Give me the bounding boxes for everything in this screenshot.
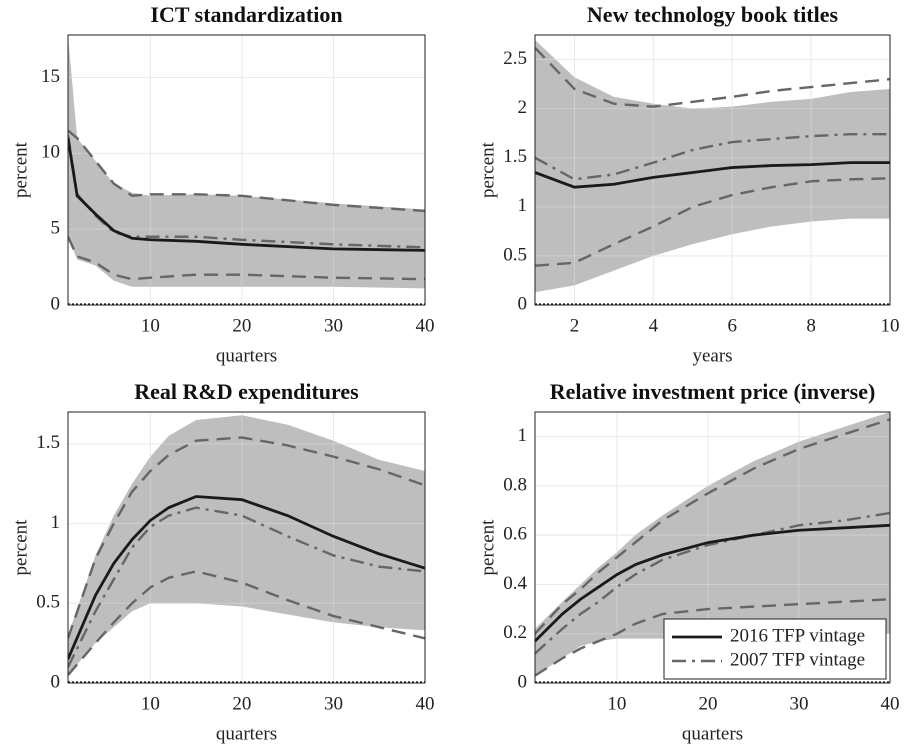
panel: 0 0.2 0.4 0.6 0.8 1 10 20 30 40 Relative investmen… (477, 379, 899, 744)
x-axis-label: quarters (216, 723, 277, 744)
x-axis-label: quarters (682, 723, 743, 744)
confidence-band (535, 39, 890, 293)
x-tick-label: 2 (570, 315, 580, 336)
x-tick-label: 6 (727, 315, 737, 336)
y-tick-label: 0.4 (503, 573, 527, 594)
axes-box (534, 34, 891, 306)
panel: 0 5 10 15 10 20 30 40 ICT standardization quarter… (10, 2, 434, 366)
y-tick-label: 1.5 (36, 432, 60, 453)
y-axis-label: percent (10, 141, 31, 198)
x-tick-label: 20 (232, 315, 251, 336)
x-tick-label: 30 (789, 693, 808, 714)
panel-title: ICT standardization (150, 2, 342, 27)
panel: 0 0.5 1 1.5 10 20 30 40 Real R&D expenditures qua… (10, 379, 434, 744)
x-tick-label: 10 (607, 693, 626, 714)
y-tick-label: 0.5 (503, 244, 527, 265)
x-axis-label: quarters (216, 345, 277, 366)
plot-content (535, 35, 890, 305)
y-tick-label: 0.5 (36, 592, 60, 613)
x-axis-label: years (692, 345, 732, 366)
x-tick-label: 40 (416, 693, 435, 714)
panel-title: New technology book titles (587, 2, 839, 27)
x-tick-label: 20 (698, 693, 717, 714)
x-tick-label: 30 (324, 315, 343, 336)
plot-content (68, 35, 425, 305)
axes-box (67, 411, 426, 684)
x-tick-label: 30 (324, 693, 343, 714)
series-line (68, 506, 425, 668)
series-line (535, 46, 890, 108)
y-tick-label: 0 (51, 293, 61, 314)
series-line (535, 132, 890, 181)
y-tick-label: 1 (51, 512, 61, 533)
y-tick-label: 10 (41, 142, 60, 163)
x-tick-label: 20 (232, 693, 251, 714)
x-tick-label: 4 (649, 315, 659, 336)
y-tick-label: 1 (518, 425, 528, 446)
y-tick-label: 0.2 (503, 622, 527, 643)
series-line (535, 598, 890, 677)
panel: 0 0.5 1 1.5 2 2.5 2 4 6 8 10 New technology book ti… (477, 2, 899, 366)
series-line (68, 495, 425, 660)
legend-label: 2016 TFP vintage (730, 625, 865, 646)
series-line (68, 570, 425, 676)
y-tick-label: 0.6 (503, 524, 527, 545)
series-line (68, 436, 425, 639)
y-tick-label: 5 (51, 218, 61, 239)
legend-label: 2007 TFP vintage (730, 649, 865, 670)
plot-content (68, 412, 425, 683)
x-tick-label: 8 (806, 315, 816, 336)
y-tick-label: 0.8 (503, 474, 527, 495)
panel-title: Real R&D expenditures (134, 379, 359, 404)
y-tick-label: 0 (518, 293, 528, 314)
x-tick-label: 40 (416, 315, 435, 336)
series-line (535, 177, 890, 267)
axes-box (534, 411, 891, 684)
x-tick-label: 10 (881, 315, 900, 336)
y-tick-label: 1 (518, 195, 528, 216)
series-line (68, 137, 425, 252)
legend-box (663, 618, 887, 680)
y-tick-label: 0 (51, 671, 61, 692)
y-tick-label: 1.5 (503, 146, 527, 167)
y-tick-label: 15 (41, 66, 60, 87)
series-line (535, 523, 890, 643)
y-tick-label: 2.5 (503, 48, 527, 69)
axes-box (67, 34, 426, 306)
legend: 2016 TFP vintage 2007 TFP vintage (663, 618, 887, 680)
confidence-band (68, 415, 425, 676)
series-line (68, 236, 425, 281)
y-tick-label: 0 (518, 671, 528, 692)
series-line (535, 418, 890, 635)
y-tick-label: 2 (518, 97, 528, 118)
y-axis-label: percent (477, 519, 498, 576)
series-line (68, 129, 425, 213)
x-tick-label: 10 (141, 693, 160, 714)
y-axis-label: percent (10, 519, 31, 576)
panel-title: Relative investment price (inverse) (550, 379, 876, 404)
x-tick-label: 10 (141, 315, 160, 336)
series-line (535, 161, 890, 189)
x-tick-label: 40 (881, 693, 900, 714)
confidence-band (68, 35, 425, 289)
y-axis-label: percent (477, 141, 498, 198)
